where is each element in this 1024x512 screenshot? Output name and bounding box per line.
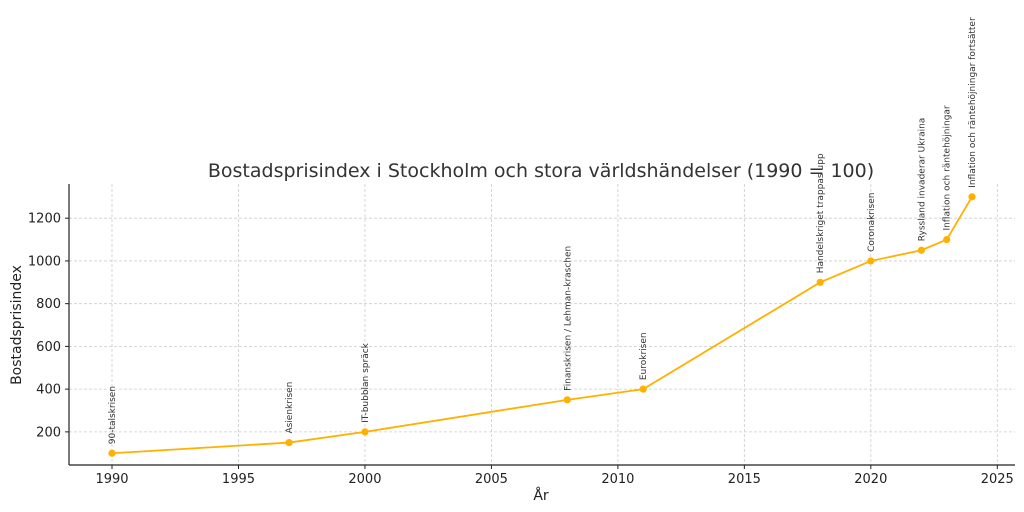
data-point (639, 385, 647, 393)
series-line (111, 196, 973, 455)
axes (68, 184, 1015, 466)
annotation-label: Coronakrisen (867, 193, 877, 252)
annotations: 90-talskrisen Asienkrisen IT-bubblan spräc… (108, 17, 978, 444)
y-tick-label: 1000 (28, 254, 61, 269)
y-axis-label: Bostadsprisindex (9, 265, 25, 385)
y-tick-label: 200 (36, 425, 61, 440)
annotation-label: IT-bubblan spräck (361, 342, 371, 423)
x-tick-label: 1995 (222, 472, 255, 487)
data-point (867, 257, 875, 265)
ticks: 1990 1995 2000 2005 2010 2015 2020 2025 200 400 60… (28, 212, 1014, 487)
data-point (285, 438, 293, 447)
annotation-label: Asienkrisen (285, 382, 295, 434)
annotation-label: 90-talskrisen (108, 386, 118, 444)
data-point (917, 246, 926, 254)
grid (69, 184, 1015, 465)
y-tick-label: 600 (36, 340, 61, 355)
annotation-label: Handelskriget trappas upp (816, 153, 826, 273)
data-point (108, 449, 116, 457)
x-tick-label: 1990 (95, 472, 128, 487)
data-point (968, 193, 976, 201)
data-point (563, 396, 571, 404)
annotation-label: Inflation och räntehöjningar (943, 105, 953, 230)
y-tick-label: 400 (36, 383, 61, 398)
annotation-label: Inflation och räntehöjningar fortsätter (968, 17, 978, 188)
x-tick-label: 2005 (475, 472, 508, 487)
x-axis-label: År (533, 487, 549, 504)
annotation-label: Ryssland invaderar Ukraina (917, 118, 927, 242)
x-tick-label: 2020 (854, 472, 887, 487)
x-tick-label: 2015 (728, 472, 761, 487)
data-point (943, 235, 951, 244)
x-tick-label: 2025 (981, 472, 1014, 487)
annotation-label: Finanskrisen / Lehman-kraschen (563, 246, 573, 391)
chart-title: Bostadsprisindex i Stockholm och stora v… (208, 160, 874, 182)
data-point (816, 278, 824, 286)
y-tick-label: 1200 (28, 212, 61, 227)
data-point (361, 428, 369, 436)
y-tick-label: 800 (36, 297, 61, 312)
series (108, 193, 976, 457)
x-tick-label: 2000 (348, 472, 381, 487)
annotation-label: Eurokrisen (639, 332, 649, 380)
x-tick-label: 2010 (601, 472, 634, 487)
